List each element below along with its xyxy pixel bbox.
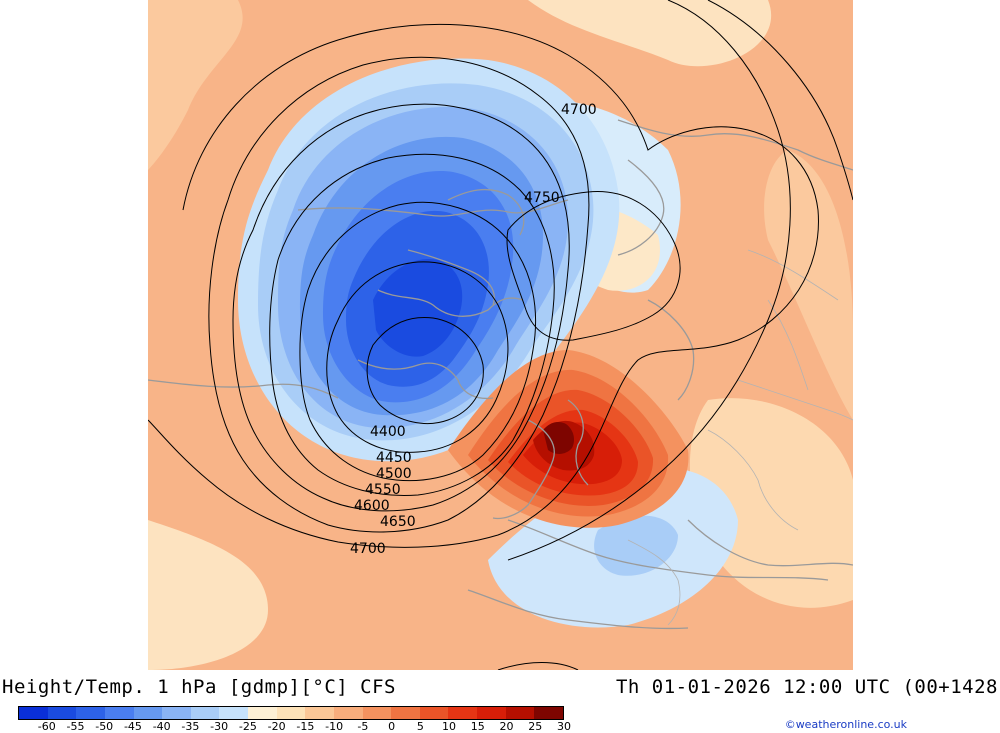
- colorbar-tick-label: -45: [123, 720, 142, 733]
- colorbar-segment: [362, 707, 392, 719]
- colorbar-segment: [419, 707, 449, 719]
- colorbar-segment: [505, 707, 535, 719]
- colorbar-tick-label: -30: [210, 720, 229, 733]
- valid-time: Th 01-01-2026 12:00 UTC (00+1428: [615, 676, 998, 698]
- contour-label-4750: 4750: [524, 190, 560, 206]
- contour-outer-northeast: [707, 0, 853, 201]
- colorbar-segment: [104, 707, 134, 719]
- colorbar-segment: [190, 707, 220, 719]
- colorbar-tick-label: -5: [357, 720, 369, 733]
- colorbar-segment: [219, 707, 248, 719]
- contour-4650: [208, 56, 590, 533]
- height-contours: [148, 0, 853, 670]
- colorbar-segment: [534, 707, 563, 719]
- colorbar-tick-label: -15: [296, 720, 315, 733]
- contour-outer-east: [507, 0, 791, 561]
- contour-label-4700-south: 4700: [350, 541, 386, 557]
- colorbar-segment: [477, 707, 506, 719]
- colorbar-tick-label: 25: [528, 720, 543, 733]
- colorbar-segment: [248, 707, 277, 719]
- colorbar-tick-label: -25: [238, 720, 257, 733]
- colorbar-tick-label: -60: [37, 720, 56, 733]
- colorbar-segment: [162, 707, 191, 719]
- contour-4750: [506, 191, 681, 341]
- colorbar-segment: [305, 707, 334, 719]
- colorbar-segment: [391, 707, 420, 719]
- map-panel: 4400 4450 4500 4550 4600 4650 4700 4700 …: [148, 0, 853, 670]
- contour-label-4500: 4500: [376, 466, 412, 482]
- colorbar-segment: [448, 707, 477, 719]
- colorbar-segment: [76, 707, 105, 719]
- colorbar-tick-label: 5: [416, 720, 424, 733]
- warm-anomaly-peak: [543, 422, 574, 454]
- colorbar-tick-label: 30: [557, 720, 571, 733]
- contour-label-4400: 4400: [370, 424, 406, 440]
- contour-outer-south: [497, 662, 579, 670]
- contour-4700: [148, 23, 819, 548]
- contour-label-4600: 4600: [354, 498, 390, 514]
- contour-4550: [269, 153, 555, 496]
- colorbar-tick-label: -50: [95, 720, 114, 733]
- colorbar-tick-label: -35: [181, 720, 200, 733]
- country-borders: [627, 249, 853, 626]
- contour-4450: [326, 261, 509, 453]
- colorbar-tick-label: -10: [325, 720, 344, 733]
- coastlines: [148, 119, 853, 630]
- colorbar-segment: [333, 707, 363, 719]
- colorbar-segment: [47, 707, 77, 719]
- map-title: Height/Temp. 1 hPa [gdmp][°C] CFS: [2, 676, 396, 698]
- colorbar-tick-label: 0: [388, 720, 396, 733]
- temperature-field-patch: [528, 0, 772, 67]
- colorbar-tick-label: -40: [152, 720, 171, 733]
- colorbar-tick-label: 20: [499, 720, 514, 733]
- title-bar: Height/Temp. 1 hPa [gdmp][°C] CFS Th 01-…: [0, 676, 1000, 702]
- colorbar-tick-label: -20: [267, 720, 286, 733]
- colorbar-tick-label: 15: [470, 720, 485, 733]
- temperature-field-patch: [148, 520, 268, 670]
- cold-field-europe-core: [594, 515, 678, 576]
- contour-4500: [299, 201, 537, 482]
- colorbar-segment: [276, 707, 306, 719]
- contour-4400: [366, 316, 484, 424]
- polar-vortex-core: [373, 258, 463, 357]
- contour-label-4700-north: 4700: [561, 102, 597, 118]
- contour-4600: [232, 103, 570, 512]
- colorbar-tick-label: 10: [442, 720, 457, 733]
- credit-link[interactable]: ©weatheronline.co.uk: [784, 718, 907, 731]
- temperature-field-patch: [148, 0, 243, 170]
- temperature-field-patch: [764, 150, 853, 420]
- colorbar-ticks: -60 -55 -50 -45 -40 -35 -30 -25 -20 -15 -10 -5 0 5 10 1…: [18, 720, 571, 733]
- temperature-field-patch: [689, 398, 853, 608]
- contour-label-4450: 4450: [376, 450, 412, 466]
- height-temperature-map: 4400 4450 4500 4550 4600 4650 4700 4700 …: [148, 0, 853, 670]
- contour-labels: 4400 4450 4500 4550 4600 4650 4700 4700 …: [350, 102, 597, 557]
- temperature-colorbar: [18, 706, 564, 720]
- contour-label-4550: 4550: [365, 482, 401, 498]
- contour-label-4650: 4650: [380, 514, 416, 530]
- colorbar-segment: [133, 707, 163, 719]
- colorbar-tick-label: -55: [66, 720, 85, 733]
- colorbar-segment: [19, 707, 48, 719]
